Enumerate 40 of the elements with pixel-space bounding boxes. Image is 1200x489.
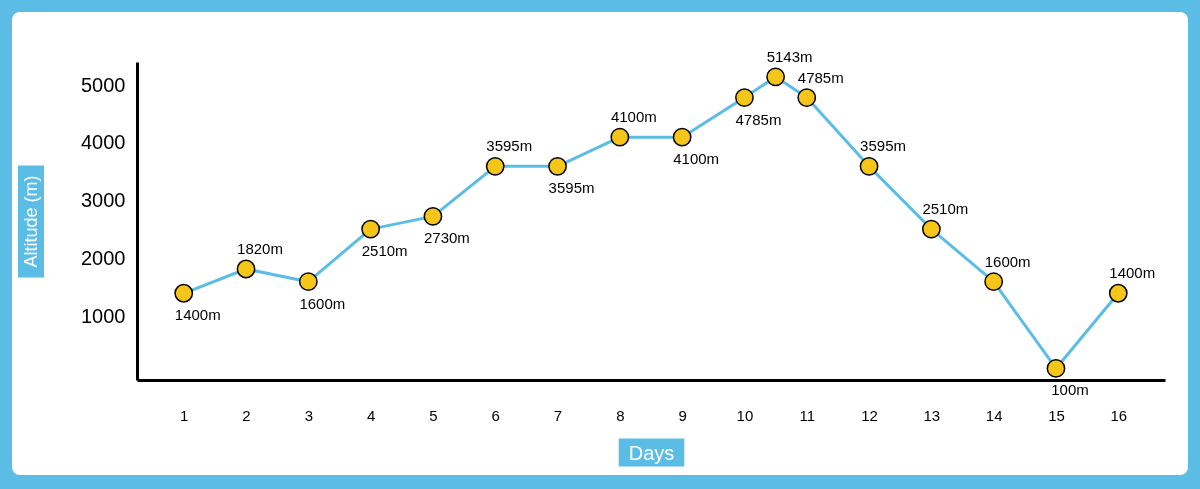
x-tick-label: 7 [553, 406, 563, 424]
y-tick-label: 2000 [81, 247, 126, 270]
x-tick-label: 15 [1048, 406, 1065, 424]
x-tick-label: 2 [242, 406, 251, 424]
x-axis-title: Days [628, 441, 675, 464]
data-label: 4785m [735, 110, 782, 128]
x-tick-label: 8 [616, 406, 625, 424]
data-label: 3595m [486, 137, 533, 155]
y-axis-title: Altitude (m) [21, 175, 42, 268]
data-label: 2510m [922, 200, 969, 218]
data-label: 4100m [610, 108, 657, 126]
x-tick-label: 6 [491, 406, 500, 424]
x-tick-label: 14 [985, 406, 1003, 424]
x-tick-label: 1 [180, 406, 189, 424]
y-tick-label: 3000 [81, 189, 126, 212]
x-tick-label: 3 [304, 406, 314, 424]
data-label: 1400m [174, 306, 221, 324]
y-tick-label: 5000 [81, 73, 126, 96]
data-label: 1400m [1109, 264, 1156, 282]
x-tick-label: 13 [923, 406, 941, 424]
data-label: 100m [1051, 381, 1089, 399]
x-tick-label: 12 [861, 406, 878, 424]
data-label: 4100m [673, 150, 720, 168]
x-tick-label: 16 [1110, 406, 1128, 424]
x-tick-label: 4 [366, 406, 376, 424]
data-label: 5143m [766, 47, 813, 65]
data-label: 2510m [361, 242, 408, 260]
data-label: 1600m [984, 252, 1031, 270]
data-label: 3595m [860, 137, 906, 155]
x-tick-label: 10 [736, 406, 754, 424]
x-tick-label: 5 [429, 406, 438, 424]
y-tick-label: 4000 [81, 131, 126, 154]
data-label: 1820m [237, 239, 283, 257]
data-label: 4785m [797, 68, 844, 86]
data-label: 2730m [424, 229, 470, 247]
x-tick-label: 9 [678, 406, 687, 424]
y-tick-label: 1000 [81, 304, 126, 327]
data-label: 3595m [548, 179, 595, 197]
data-label: 1600m [299, 294, 346, 312]
x-tick-label: 11 [799, 406, 816, 424]
